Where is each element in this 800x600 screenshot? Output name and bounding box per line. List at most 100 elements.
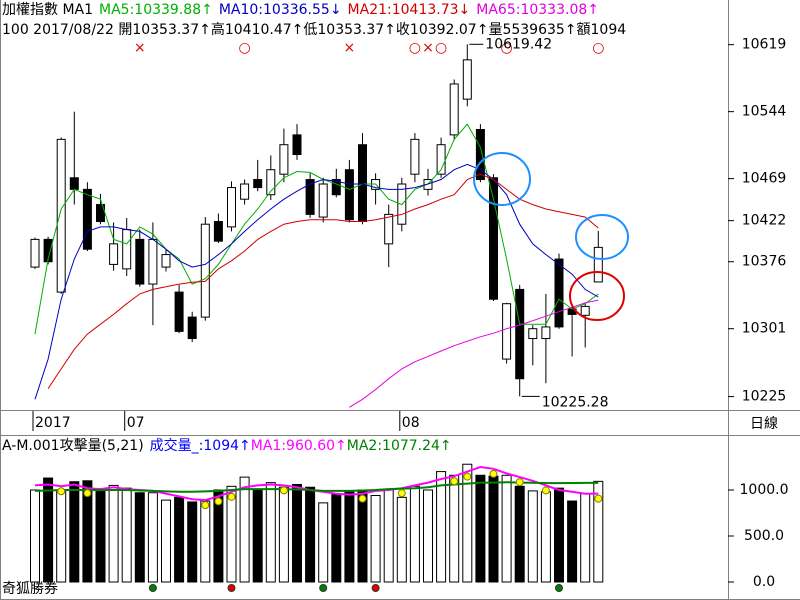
ma-line — [34, 123, 599, 335]
volume-bar — [593, 480, 604, 583]
legend-entry: MA1:960.60↑ — [251, 438, 347, 454]
x-tick-label: 08 — [402, 415, 420, 431]
legend: A-M.001攻擊量(5,21) 成交量_:1094↑MA1:960.60↑MA2… — [2, 437, 452, 454]
candle-body — [253, 179, 263, 189]
annotations — [473, 152, 629, 321]
volume-bar — [278, 486, 289, 583]
volume-bar — [108, 484, 119, 583]
y-tick-label: 10422 — [742, 213, 787, 229]
signal-dot — [450, 477, 459, 486]
candle-body — [358, 144, 367, 223]
period-label: 日線 — [750, 416, 778, 432]
y-tick-label: 10376 — [742, 254, 787, 270]
candle-body — [331, 179, 341, 196]
ma-line — [47, 173, 599, 389]
legend-entry: MA5:10339.88↑ — [99, 2, 213, 18]
candle-body — [56, 138, 66, 293]
signal-mark: ○ — [435, 40, 447, 56]
volume-bar — [82, 480, 93, 583]
signal-dot — [319, 584, 328, 592]
candle-body — [515, 288, 525, 380]
axes: 10619 10544 10469 10422 10376 10301 10225 2017 0… — [2, 36, 789, 590]
candle-body — [554, 258, 564, 328]
signal-dot — [555, 584, 563, 592]
candle-body — [174, 291, 184, 332]
y-tick-label: 0.0 — [753, 574, 775, 590]
candle-body — [30, 238, 40, 268]
signal-dot — [541, 486, 550, 495]
legend-entry: 成交量_:1094↑ — [150, 437, 251, 454]
volume-bar — [423, 489, 433, 583]
signal-mark: × — [134, 40, 146, 56]
y-tick-label: 1000.0 — [740, 482, 789, 498]
candle-body — [161, 254, 171, 268]
candle-body — [318, 183, 328, 218]
candle-body — [502, 303, 512, 360]
candle-body — [109, 243, 119, 265]
volume-bar — [567, 500, 578, 583]
volume-bar — [252, 488, 263, 583]
high-label: 10619.42 — [485, 36, 552, 52]
y-tick-label: 500.0 — [744, 528, 784, 544]
x-tick-label: 2017 — [35, 415, 71, 431]
signal-dot — [227, 584, 236, 592]
y-tick-label: 10619 — [742, 37, 787, 53]
candle-body — [122, 229, 132, 270]
volume-bar — [30, 489, 40, 583]
low-label: 10225.28 — [542, 394, 609, 410]
y-tick-label: 10225 — [742, 389, 787, 405]
candle-body — [489, 177, 498, 300]
candle-body — [266, 169, 276, 196]
signal-dot — [279, 486, 288, 495]
candle-body — [475, 129, 485, 181]
volume-bar — [43, 477, 54, 583]
candle-body — [410, 138, 420, 175]
candle-body — [449, 83, 459, 136]
candle-body — [593, 246, 603, 283]
candle-body — [227, 187, 236, 228]
signal-dot — [214, 497, 223, 506]
ma-line — [34, 163, 599, 400]
volume-bar — [331, 494, 342, 583]
price-pane — [30, 44, 603, 408]
candle-body — [292, 134, 302, 156]
volume-bar — [95, 489, 106, 583]
candle-body — [528, 328, 538, 340]
volume-bar — [265, 482, 276, 583]
volume-bar — [239, 476, 250, 583]
signal-dot — [358, 494, 367, 503]
ma-line — [349, 299, 599, 408]
signal-mark: ○ — [592, 40, 604, 56]
signal-dot — [83, 489, 92, 498]
header: 加權指數 MA1 MA5:10339.88↑ MA10:10336.55↓ MA21:… — [2, 2, 626, 38]
volume-bar — [200, 500, 211, 583]
volume-bar — [147, 492, 158, 583]
legend-entry: MA10:10336.55↓ — [219, 2, 342, 18]
chart-title: A-M.001攻擊量(5,21) — [2, 437, 144, 454]
signal-dot — [463, 472, 472, 481]
signal-mark: ○ — [500, 40, 512, 56]
candle-body — [279, 144, 289, 175]
volume-bar — [540, 491, 551, 583]
volume-bar — [174, 496, 185, 583]
candle-body — [344, 169, 354, 221]
candle-body — [541, 326, 551, 340]
volume-bar — [436, 471, 447, 583]
volume-bar — [383, 488, 394, 583]
volume-bar — [580, 493, 591, 583]
highlight-circle — [575, 214, 629, 260]
candle-body — [213, 221, 223, 242]
candle-body — [462, 59, 472, 100]
candle-body — [580, 305, 590, 316]
volume-bar — [501, 474, 512, 583]
signal-mark: × — [344, 40, 356, 56]
volume-bar — [462, 463, 473, 583]
y-tick-label: 10544 — [742, 104, 787, 120]
volume-bar — [396, 496, 407, 583]
volume-bar — [226, 485, 237, 583]
volume-bar — [527, 490, 538, 583]
volume-bar — [187, 501, 198, 583]
volume-bar — [554, 487, 564, 583]
legend-entry: MA21:10413.73↓ — [348, 2, 471, 18]
candle-body — [148, 238, 158, 285]
